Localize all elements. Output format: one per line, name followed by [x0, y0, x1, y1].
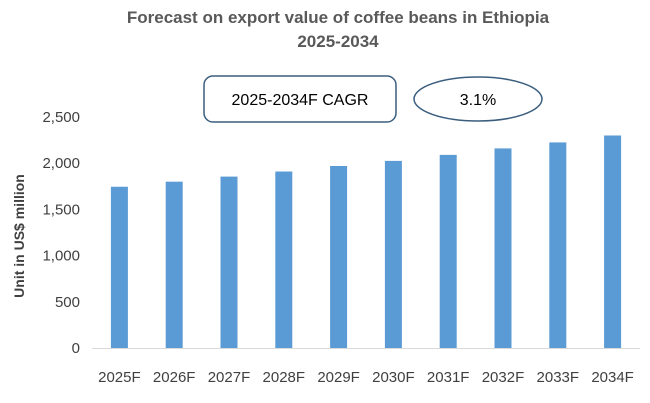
cagr-label-box: [203, 75, 397, 123]
x-tick-label: 2026F: [153, 369, 196, 386]
y-tick-label: 2,000: [42, 155, 80, 172]
bar: [165, 181, 183, 348]
x-axis-ticks: 2025F 2026F 2027F 2028F 2029F 2030F 2031F 2032F…: [98, 369, 634, 386]
x-tick-label: 2031F: [427, 369, 470, 386]
x-tick-label: 2029F: [317, 369, 360, 386]
bar: [384, 160, 402, 348]
x-tick-label: 2028F: [263, 369, 306, 386]
cagr-value: 3.1%: [460, 92, 496, 109]
chart-title-line1: Forecast on export value of coffee beans…: [127, 8, 550, 27]
x-tick-label: 2027F: [208, 369, 251, 386]
bar: [330, 165, 348, 348]
x-tick-label: 2033F: [537, 369, 580, 386]
y-tick-label: 500: [55, 294, 80, 311]
chart-title-line2: 2025-2034: [297, 32, 379, 51]
cagr-label: 2025-2034F CAGR: [232, 92, 369, 109]
x-tick-label: 2025F: [98, 369, 141, 386]
x-tick-label: 2030F: [372, 369, 415, 386]
bar: [494, 148, 512, 348]
y-tick-label: 1,500: [42, 201, 80, 218]
bar: [110, 186, 128, 348]
cagr-value-ellipse: [413, 76, 543, 122]
y-tick-label: 1,000: [42, 248, 80, 265]
bar: [604, 135, 622, 348]
x-tick-label: 2032F: [482, 369, 525, 386]
y-axis-ticks: 0 500 1,000 1,500 2,000 2,500: [42, 109, 80, 357]
bar-series: [110, 135, 622, 348]
bar: [275, 171, 293, 348]
y-axis-label: Unit in US$ million: [11, 174, 27, 298]
y-tick-label: 2,500: [42, 109, 80, 126]
bar: [439, 154, 457, 348]
bar: [220, 176, 238, 348]
bar: [549, 142, 567, 348]
y-tick-label: 0: [72, 340, 80, 357]
x-tick-label: 2034F: [591, 369, 634, 386]
